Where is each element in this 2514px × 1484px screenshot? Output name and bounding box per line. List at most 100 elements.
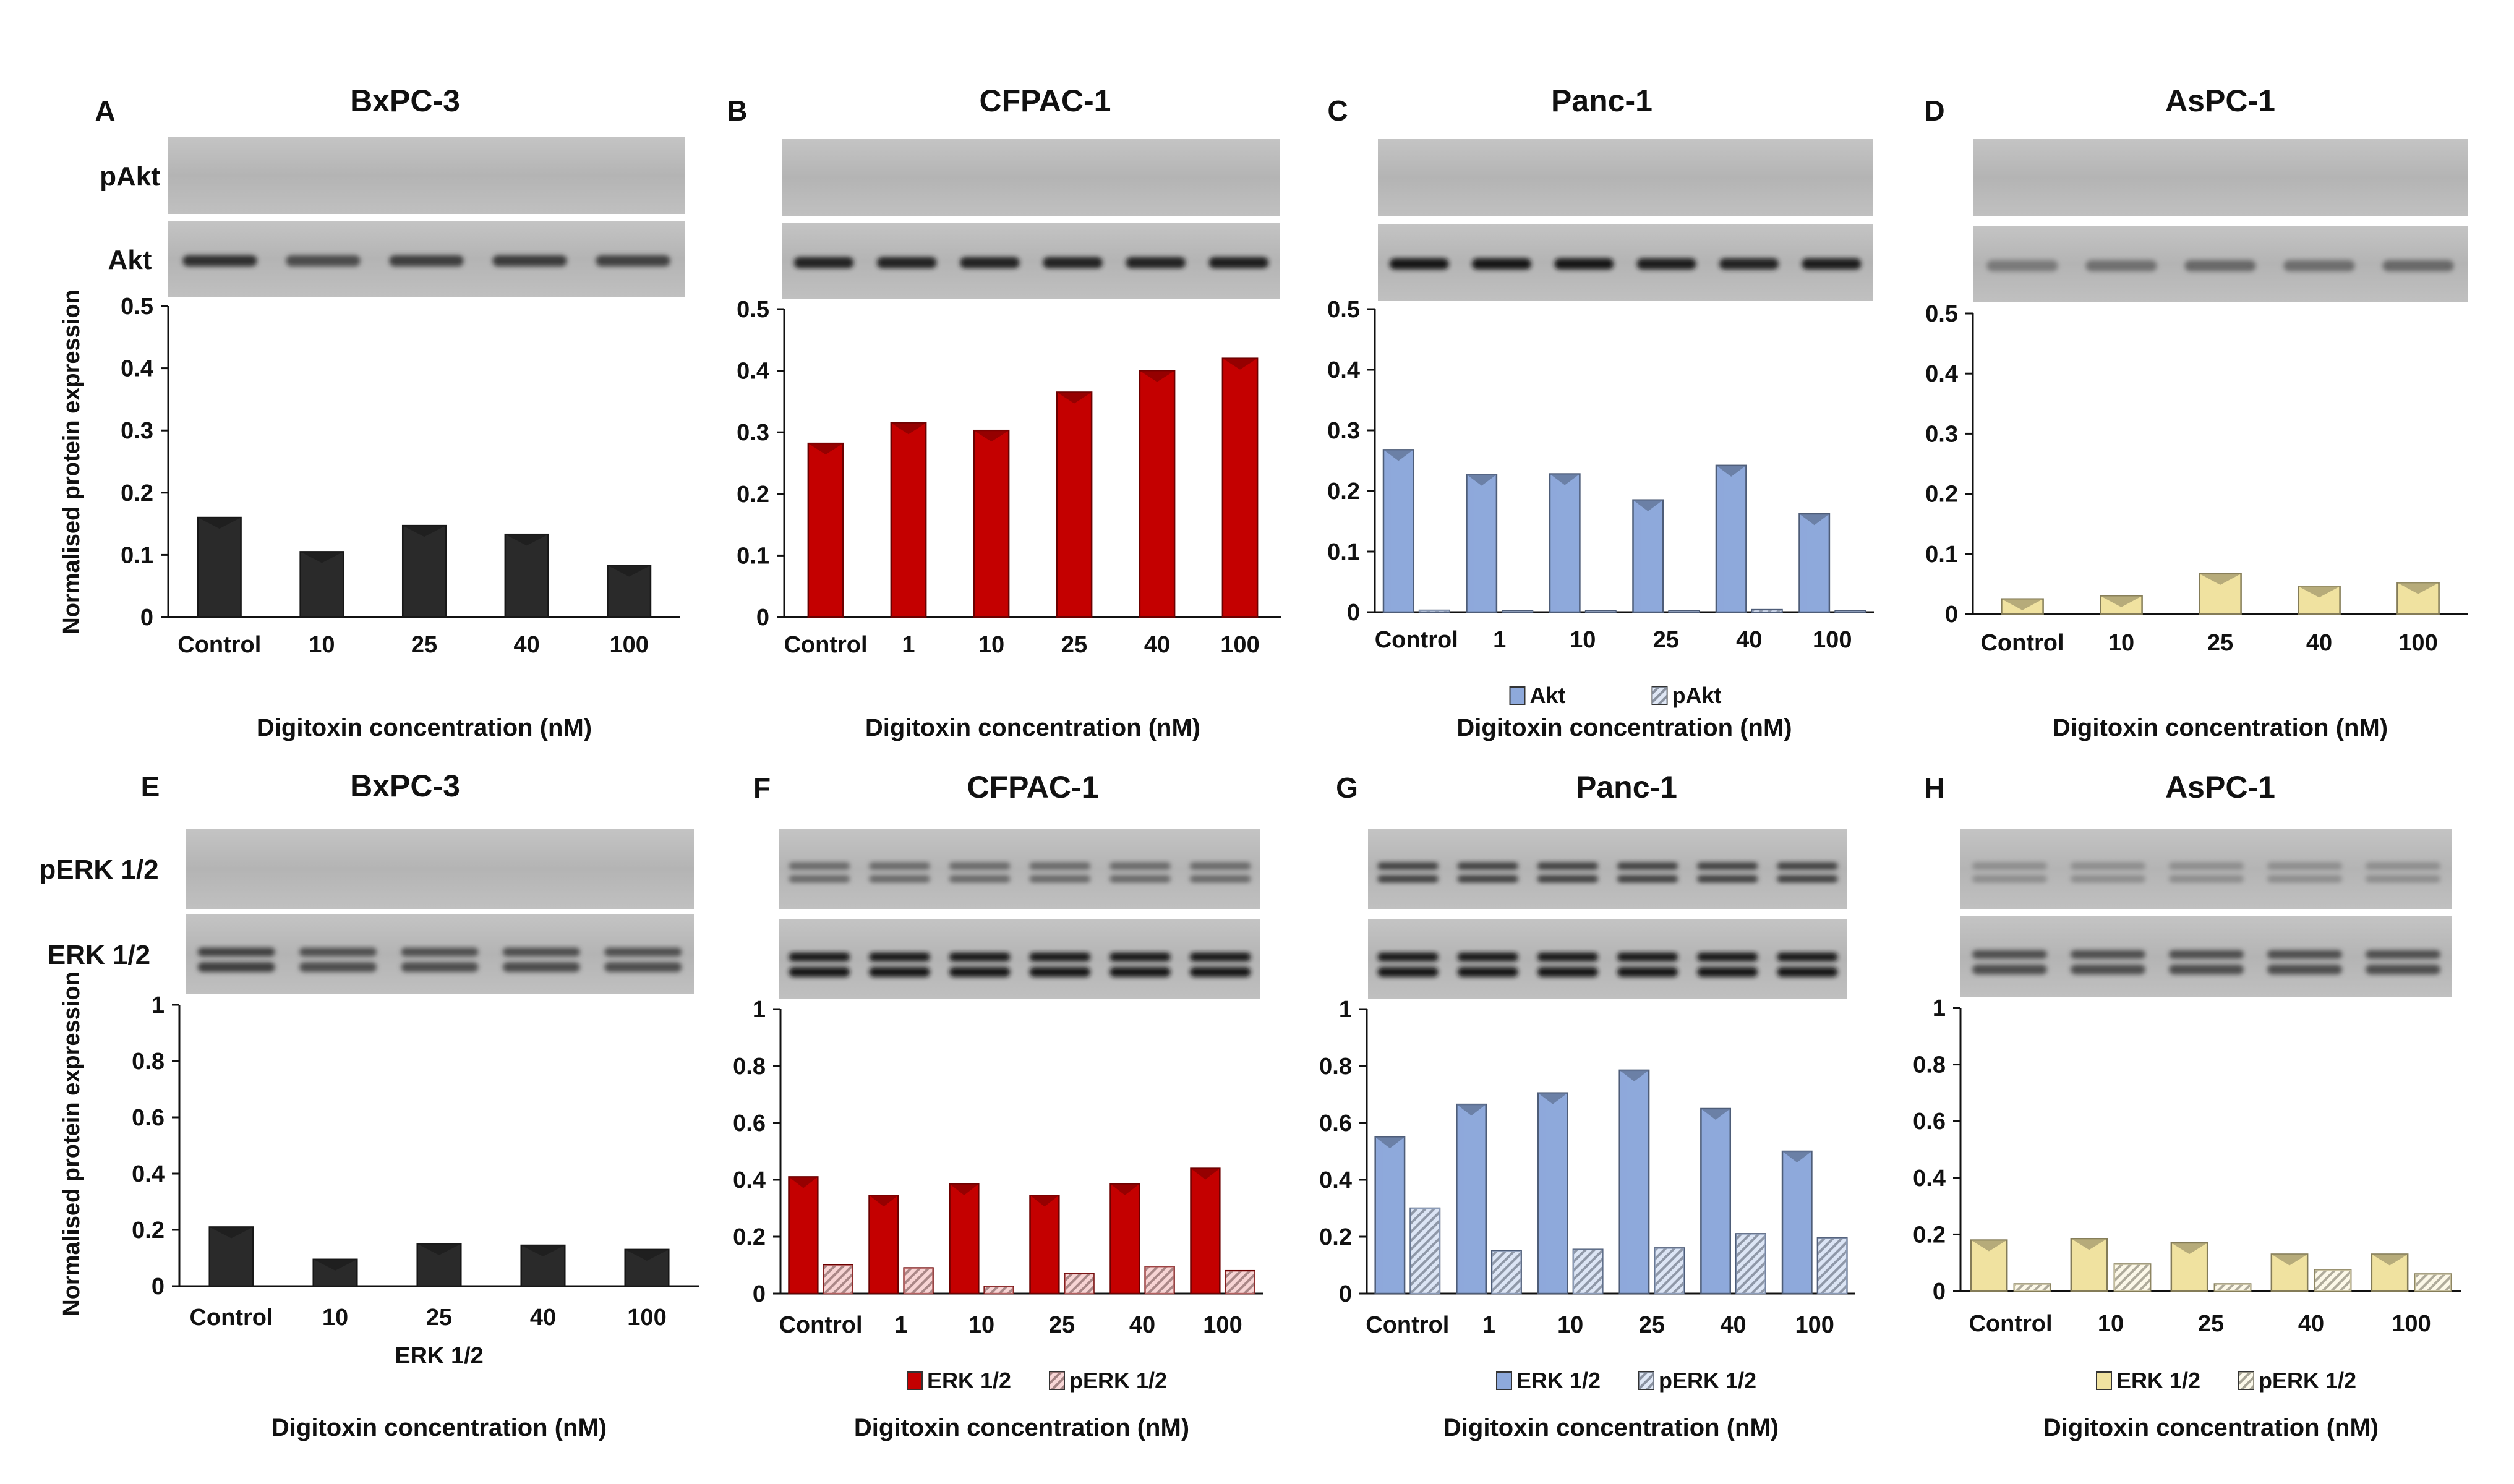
bar-cap: [1782, 1151, 1812, 1162]
blot-band: [1697, 952, 1758, 962]
blot-background: [1368, 829, 1847, 909]
bar-tint: [1502, 611, 1533, 612]
blot-label-phospho: pERK 1/2: [39, 855, 158, 885]
blot-band: [1972, 875, 2047, 883]
bar-highlight: [1635, 501, 1641, 610]
x-tick-label: 25: [1639, 1312, 1665, 1338]
blot-band: [2366, 875, 2440, 883]
y-tick-label: 1: [152, 992, 165, 1018]
blot-band: [2366, 950, 2440, 959]
blot-background: [1368, 919, 1847, 999]
blot-band: [789, 862, 850, 870]
panel-title: AsPC-1: [2165, 83, 2275, 118]
panel-letter: B: [727, 95, 747, 127]
x-tick-label: 10: [1557, 1312, 1583, 1338]
blot-total-image: [779, 919, 1260, 999]
bar-cap: [1538, 1093, 1568, 1104]
blot-band: [876, 257, 937, 268]
bar-cap: [2397, 582, 2439, 594]
y-tick-label: 0.6: [1913, 1109, 1946, 1135]
x-tick-label: 100: [1795, 1312, 1834, 1338]
bar-highlight: [2201, 575, 2209, 612]
blot-band: [2267, 965, 2342, 974]
bar-ERK12-100: [1781, 1150, 1813, 1295]
y-tick-label: 0.6: [733, 1111, 766, 1136]
bar-cap: [313, 1259, 357, 1271]
x-tick-label: 10: [309, 632, 335, 658]
blot-band: [869, 875, 930, 883]
bar-cap: [1633, 500, 1663, 511]
blot-background: [168, 137, 685, 214]
bar-tint: [2114, 1264, 2151, 1291]
bar-highlight: [1784, 1153, 1790, 1292]
panel-title: BxPC-3: [350, 83, 460, 118]
bar-highlight: [892, 425, 899, 615]
legend-label: pERK 1/2: [1659, 1368, 1756, 1393]
bar-tint: [823, 1265, 853, 1294]
y-tick-label: 1: [1339, 997, 1352, 1023]
bar-cap: [1056, 392, 1092, 404]
blot-band: [869, 862, 930, 870]
panel-C: C Panc-1 0 0.1 0.2 0.3 0.4 0.5 Control 1 10 25 40 100…: [1327, 83, 1874, 741]
bar-cap: [1456, 1104, 1486, 1116]
x-tick-label: Control: [189, 1305, 273, 1331]
blot-band: [2071, 965, 2145, 974]
bar-tint: [1492, 1251, 1521, 1294]
blot-background: [779, 919, 1260, 999]
y-tick-label: 0: [140, 605, 153, 631]
blot-band: [2071, 950, 2145, 959]
blot-band: [604, 962, 682, 972]
blot-band: [502, 962, 580, 972]
y-tick-label: 0.8: [733, 1054, 766, 1080]
blot-band: [299, 947, 377, 957]
x-axis-title: Digitoxin concentration (nM): [1456, 714, 1792, 741]
bar-cap: [1549, 474, 1580, 485]
blot-band: [1697, 862, 1758, 870]
blot-band: [1472, 258, 1531, 270]
blot-band: [1208, 257, 1269, 268]
bar-highlight: [1540, 1094, 1546, 1292]
y-tick-label: 0: [753, 1281, 766, 1307]
x-tick-label: Control: [779, 1312, 862, 1338]
blot-band: [1617, 967, 1678, 977]
blot-band: [1777, 967, 1838, 977]
blot-background: [782, 223, 1280, 299]
x-tick-label: 10: [968, 1312, 994, 1338]
blot-band: [1109, 967, 1171, 977]
blot-band: [1389, 258, 1449, 270]
y-tick-label: 0.4: [121, 356, 153, 382]
bar-highlight: [523, 1247, 531, 1284]
blot-background: [1378, 139, 1873, 216]
blot-band: [1697, 875, 1758, 883]
blot-band: [1043, 257, 1103, 268]
y-tick-label: 0: [1347, 600, 1360, 626]
blot-band: [492, 255, 567, 267]
blot-total-image: [1960, 916, 2452, 997]
bar-ERK12-Control: [1970, 1239, 2008, 1292]
bar-cap: [2171, 1243, 2208, 1255]
bar-tint: [1586, 611, 1616, 612]
bar-tint: [1752, 610, 1782, 612]
panel-title: CFPAC-1: [967, 770, 1099, 804]
y-tick-label: 0.4: [1925, 361, 1958, 387]
bar-Akt-Control: [1382, 449, 1414, 613]
x-tick-label: 40: [1736, 627, 1762, 653]
x-tick-label: 10: [978, 632, 1004, 658]
legend-label: ERK 1/2: [927, 1368, 1011, 1393]
x-axis-title: Digitoxin concentration (nM): [257, 714, 592, 741]
blot-band: [197, 947, 275, 957]
blot-phospho-image: [168, 137, 685, 214]
bar-cap: [949, 1183, 979, 1195]
blot-band: [1189, 952, 1251, 962]
bar-tint: [2214, 1284, 2251, 1291]
blot-total-image: [168, 221, 685, 297]
bar-highlight: [2373, 1256, 2380, 1289]
y-tick-label: 0.1: [1327, 539, 1360, 565]
blot-band: [401, 947, 479, 957]
x-tick-label: 40: [513, 632, 539, 658]
bar-highlight: [1032, 1197, 1037, 1292]
blot-band: [2283, 260, 2355, 271]
bar-cap: [973, 430, 1009, 442]
blot-band: [604, 947, 682, 957]
legend-swatch: [1496, 1371, 1512, 1390]
